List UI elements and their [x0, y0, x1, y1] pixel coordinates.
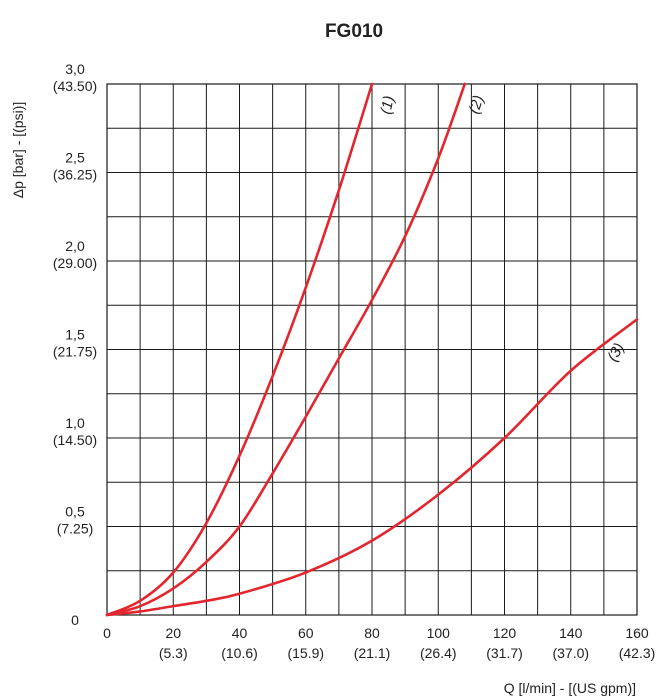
x-tick-sublabel: (10.6)	[221, 645, 258, 661]
y-tick-sublabel: (29.00)	[53, 255, 97, 271]
x-tick-label: 0	[103, 625, 111, 641]
x-tick-label: 100	[427, 625, 451, 641]
y-axis-label: Δp [bar] - [(psi)]	[10, 102, 26, 198]
curve-label-1: (1)	[377, 94, 397, 115]
y-tick-label: 1,0	[65, 415, 85, 431]
y-tick-sublabel: (7.25)	[57, 521, 94, 537]
x-tick-sublabel: (31.7)	[486, 645, 523, 661]
curves	[105, 82, 639, 617]
x-tick-label: 40	[232, 625, 248, 641]
y-tick-sublabel: (14.50)	[53, 432, 97, 448]
x-tick-label: 20	[165, 625, 181, 641]
x-tick-label: 160	[625, 625, 649, 641]
y-tick-sublabel: (36.25)	[53, 167, 97, 183]
x-tick-labels: 0 20 (5.3) 40 (10.6) 60 (15.9) 80 (21.1) 100 (26.4…	[103, 625, 655, 661]
x-tick-sublabel: (21.1)	[354, 645, 391, 661]
x-tick-sublabel: (15.9)	[287, 645, 324, 661]
x-tick-sublabel: (42.3)	[619, 645, 656, 661]
y-tick-sublabel: (21.75)	[53, 344, 97, 360]
y-tick-label: 1,5	[65, 327, 85, 343]
y-tick-label: 0	[71, 612, 79, 628]
curve-label-3: (3)	[604, 340, 628, 364]
curve-labels: (1) (2) (3)	[377, 93, 628, 364]
x-tick-sublabel: (26.4)	[420, 645, 457, 661]
curve-label-2: (2)	[466, 93, 488, 116]
y-tick-label: 0,5	[65, 504, 85, 520]
x-axis-label: Q [l/min] - [(US gpm)]	[504, 680, 636, 696]
chart-title: FG010	[325, 21, 383, 42]
curve-1	[105, 82, 374, 617]
y-tick-label: 2,5	[65, 150, 85, 166]
y-tick-label: 3,0	[65, 61, 85, 77]
curve-2	[105, 82, 467, 617]
grid	[107, 84, 637, 615]
x-tick-label: 120	[493, 625, 517, 641]
x-tick-label: 60	[298, 625, 314, 641]
x-tick-label: 140	[559, 625, 583, 641]
x-tick-label: 80	[364, 625, 380, 641]
y-tick-labels: 0 0,5(7.25) 1,0(14.50) 1,5(21.75) 2,0(29.00)…	[53, 61, 97, 628]
y-tick-label: 2,0	[65, 238, 85, 254]
curve-3	[105, 318, 639, 617]
x-tick-sublabel: (37.0)	[552, 645, 589, 661]
y-tick-sublabel: (43.50)	[53, 78, 97, 94]
x-tick-sublabel: (5.3)	[159, 645, 188, 661]
